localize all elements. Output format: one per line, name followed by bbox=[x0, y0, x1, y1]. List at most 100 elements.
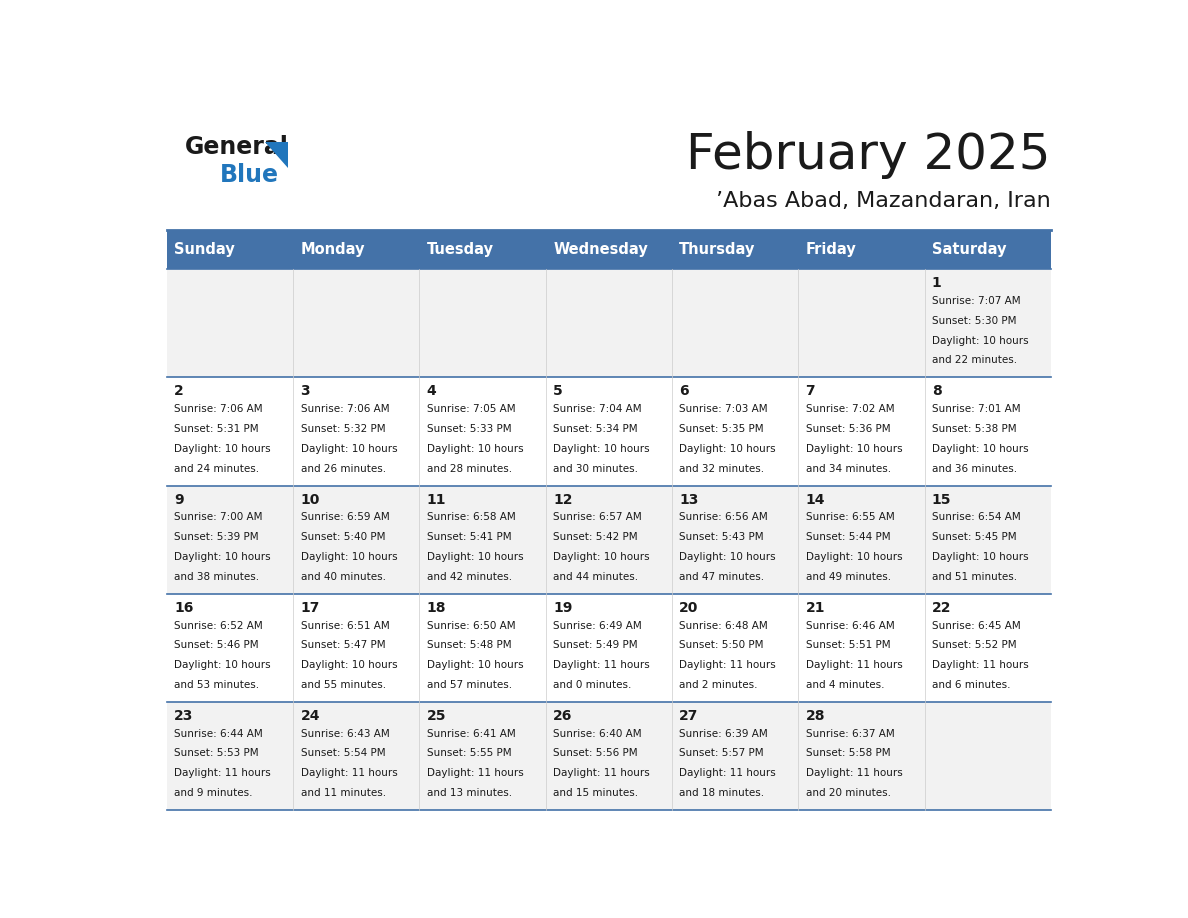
Text: and 32 minutes.: and 32 minutes. bbox=[680, 464, 764, 474]
Text: Sunrise: 6:49 AM: Sunrise: 6:49 AM bbox=[554, 621, 642, 631]
Text: 16: 16 bbox=[175, 600, 194, 615]
Text: Daylight: 10 hours: Daylight: 10 hours bbox=[931, 552, 1029, 562]
Text: Sunset: 5:49 PM: Sunset: 5:49 PM bbox=[554, 641, 638, 650]
Text: Tuesday: Tuesday bbox=[426, 242, 494, 257]
Text: Sunrise: 6:51 AM: Sunrise: 6:51 AM bbox=[301, 621, 390, 631]
Text: Sunset: 5:31 PM: Sunset: 5:31 PM bbox=[175, 424, 259, 434]
Text: and 53 minutes.: and 53 minutes. bbox=[175, 680, 259, 690]
Text: Sunrise: 6:48 AM: Sunrise: 6:48 AM bbox=[680, 621, 769, 631]
Text: Daylight: 10 hours: Daylight: 10 hours bbox=[175, 660, 271, 670]
Text: and 0 minutes.: and 0 minutes. bbox=[554, 680, 632, 690]
Text: ’Abas Abad, Mazandaran, Iran: ’Abas Abad, Mazandaran, Iran bbox=[716, 192, 1051, 211]
Text: Sunset: 5:30 PM: Sunset: 5:30 PM bbox=[931, 316, 1017, 326]
Text: Saturday: Saturday bbox=[931, 242, 1006, 257]
Text: Sunset: 5:57 PM: Sunset: 5:57 PM bbox=[680, 748, 764, 758]
Text: and 34 minutes.: and 34 minutes. bbox=[805, 464, 891, 474]
Text: 18: 18 bbox=[426, 600, 447, 615]
Text: Sunrise: 6:44 AM: Sunrise: 6:44 AM bbox=[175, 729, 263, 739]
Text: and 38 minutes.: and 38 minutes. bbox=[175, 572, 259, 582]
Text: Sunrise: 6:57 AM: Sunrise: 6:57 AM bbox=[554, 512, 642, 522]
Text: and 13 minutes.: and 13 minutes. bbox=[426, 788, 512, 798]
Text: Sunrise: 6:54 AM: Sunrise: 6:54 AM bbox=[931, 512, 1020, 522]
Text: Sunset: 5:41 PM: Sunset: 5:41 PM bbox=[426, 532, 512, 543]
Text: Daylight: 10 hours: Daylight: 10 hours bbox=[426, 660, 524, 670]
Text: Sunrise: 6:37 AM: Sunrise: 6:37 AM bbox=[805, 729, 895, 739]
Text: and 15 minutes.: and 15 minutes. bbox=[554, 788, 638, 798]
Text: Daylight: 10 hours: Daylight: 10 hours bbox=[175, 443, 271, 453]
Text: Daylight: 11 hours: Daylight: 11 hours bbox=[426, 768, 524, 778]
Text: Sunset: 5:35 PM: Sunset: 5:35 PM bbox=[680, 424, 764, 434]
Text: and 26 minutes.: and 26 minutes. bbox=[301, 464, 386, 474]
Text: Sunrise: 6:58 AM: Sunrise: 6:58 AM bbox=[426, 512, 516, 522]
Text: Sunrise: 6:50 AM: Sunrise: 6:50 AM bbox=[426, 621, 516, 631]
Text: Daylight: 10 hours: Daylight: 10 hours bbox=[680, 443, 776, 453]
Text: Sunset: 5:50 PM: Sunset: 5:50 PM bbox=[680, 641, 764, 650]
Text: Daylight: 11 hours: Daylight: 11 hours bbox=[301, 768, 397, 778]
Bar bbox=[166, 701, 1051, 810]
Text: 8: 8 bbox=[931, 385, 942, 398]
Text: Sunrise: 7:04 AM: Sunrise: 7:04 AM bbox=[554, 404, 642, 414]
Text: February 2025: February 2025 bbox=[687, 131, 1051, 179]
Text: Sunrise: 6:52 AM: Sunrise: 6:52 AM bbox=[175, 621, 263, 631]
Text: Sunset: 5:38 PM: Sunset: 5:38 PM bbox=[931, 424, 1017, 434]
Text: and 47 minutes.: and 47 minutes. bbox=[680, 572, 764, 582]
Text: 14: 14 bbox=[805, 493, 826, 507]
Text: Sunday: Sunday bbox=[175, 242, 235, 257]
Text: Thursday: Thursday bbox=[680, 242, 756, 257]
Text: Sunset: 5:39 PM: Sunset: 5:39 PM bbox=[175, 532, 259, 543]
Text: Sunset: 5:32 PM: Sunset: 5:32 PM bbox=[301, 424, 385, 434]
Text: 9: 9 bbox=[175, 493, 184, 507]
Text: Daylight: 10 hours: Daylight: 10 hours bbox=[554, 443, 650, 453]
Text: Sunrise: 7:00 AM: Sunrise: 7:00 AM bbox=[175, 512, 263, 522]
Text: Sunset: 5:36 PM: Sunset: 5:36 PM bbox=[805, 424, 890, 434]
Text: Daylight: 11 hours: Daylight: 11 hours bbox=[175, 768, 271, 778]
Text: Sunset: 5:45 PM: Sunset: 5:45 PM bbox=[931, 532, 1017, 543]
Text: Sunrise: 6:45 AM: Sunrise: 6:45 AM bbox=[931, 621, 1020, 631]
Text: Sunset: 5:54 PM: Sunset: 5:54 PM bbox=[301, 748, 385, 758]
Text: 10: 10 bbox=[301, 493, 320, 507]
Text: Sunrise: 6:43 AM: Sunrise: 6:43 AM bbox=[301, 729, 390, 739]
Text: Daylight: 10 hours: Daylight: 10 hours bbox=[554, 552, 650, 562]
Text: and 44 minutes.: and 44 minutes. bbox=[554, 572, 638, 582]
Text: Sunrise: 6:56 AM: Sunrise: 6:56 AM bbox=[680, 512, 769, 522]
Text: Daylight: 11 hours: Daylight: 11 hours bbox=[554, 768, 650, 778]
Text: Sunrise: 6:46 AM: Sunrise: 6:46 AM bbox=[805, 621, 895, 631]
Text: Sunrise: 6:41 AM: Sunrise: 6:41 AM bbox=[426, 729, 516, 739]
Text: 4: 4 bbox=[426, 385, 436, 398]
Text: Sunrise: 7:01 AM: Sunrise: 7:01 AM bbox=[931, 404, 1020, 414]
Text: Sunrise: 6:40 AM: Sunrise: 6:40 AM bbox=[554, 729, 642, 739]
Text: Daylight: 11 hours: Daylight: 11 hours bbox=[554, 660, 650, 670]
Bar bbox=[166, 269, 1051, 377]
Text: Sunrise: 7:02 AM: Sunrise: 7:02 AM bbox=[805, 404, 895, 414]
Text: Daylight: 10 hours: Daylight: 10 hours bbox=[680, 552, 776, 562]
Text: Sunrise: 6:55 AM: Sunrise: 6:55 AM bbox=[805, 512, 895, 522]
Text: 27: 27 bbox=[680, 709, 699, 722]
Text: Daylight: 10 hours: Daylight: 10 hours bbox=[931, 336, 1029, 346]
Text: and 42 minutes.: and 42 minutes. bbox=[426, 572, 512, 582]
Text: and 49 minutes.: and 49 minutes. bbox=[805, 572, 891, 582]
Text: Daylight: 11 hours: Daylight: 11 hours bbox=[680, 768, 776, 778]
Text: and 4 minutes.: and 4 minutes. bbox=[805, 680, 884, 690]
Text: and 24 minutes.: and 24 minutes. bbox=[175, 464, 259, 474]
Bar bbox=[166, 230, 1051, 269]
Text: Sunrise: 7:06 AM: Sunrise: 7:06 AM bbox=[175, 404, 263, 414]
Text: and 9 minutes.: and 9 minutes. bbox=[175, 788, 253, 798]
Text: Sunrise: 7:06 AM: Sunrise: 7:06 AM bbox=[301, 404, 390, 414]
Text: 21: 21 bbox=[805, 600, 826, 615]
Text: Sunset: 5:46 PM: Sunset: 5:46 PM bbox=[175, 641, 259, 650]
Text: Daylight: 10 hours: Daylight: 10 hours bbox=[301, 552, 397, 562]
Text: Sunset: 5:33 PM: Sunset: 5:33 PM bbox=[426, 424, 512, 434]
Text: 7: 7 bbox=[805, 385, 815, 398]
Text: Sunset: 5:48 PM: Sunset: 5:48 PM bbox=[426, 641, 512, 650]
Text: 26: 26 bbox=[554, 709, 573, 722]
Text: Sunset: 5:34 PM: Sunset: 5:34 PM bbox=[554, 424, 638, 434]
Text: 1: 1 bbox=[931, 276, 942, 290]
Text: and 28 minutes.: and 28 minutes. bbox=[426, 464, 512, 474]
Text: Daylight: 11 hours: Daylight: 11 hours bbox=[931, 660, 1029, 670]
Text: Sunrise: 6:59 AM: Sunrise: 6:59 AM bbox=[301, 512, 390, 522]
Text: Daylight: 10 hours: Daylight: 10 hours bbox=[805, 443, 902, 453]
Text: General: General bbox=[185, 135, 289, 159]
Text: Sunset: 5:52 PM: Sunset: 5:52 PM bbox=[931, 641, 1017, 650]
Text: 28: 28 bbox=[805, 709, 826, 722]
Text: Sunset: 5:43 PM: Sunset: 5:43 PM bbox=[680, 532, 764, 543]
